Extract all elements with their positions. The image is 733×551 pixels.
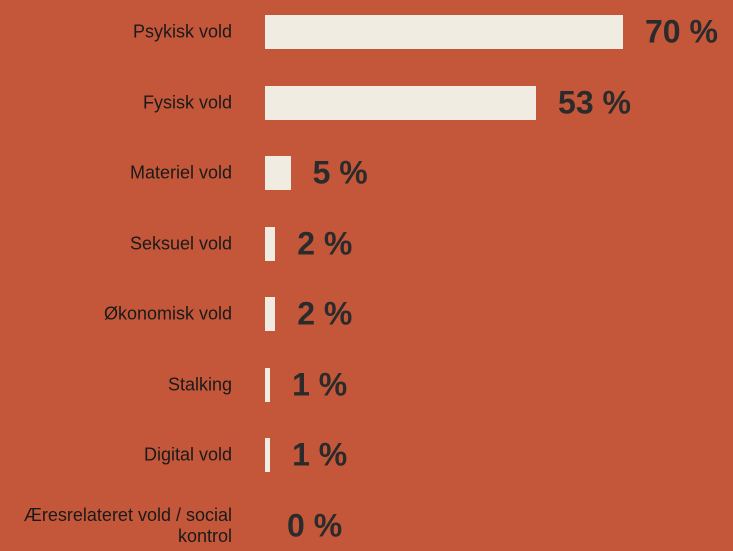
value-label: 5 % [312, 154, 368, 191]
value-label: 70 % [645, 13, 718, 50]
value-label: 2 % [297, 295, 353, 332]
bar [265, 226, 276, 261]
value-label: 1 % [292, 436, 348, 473]
category-label: Æresrelateret vold / social kontrol [23, 504, 232, 546]
bar [265, 156, 291, 190]
category-label: Stalking [167, 374, 232, 394]
value-label: 53 % [558, 84, 631, 120]
bar [265, 367, 271, 402]
category-label: Økonomisk vold [103, 303, 232, 324]
category-label: Fysisk vold [142, 92, 232, 112]
category-label: Digital vold [143, 444, 232, 465]
value-label: 2 % [297, 225, 353, 261]
category-label: Seksuel vold [129, 233, 232, 253]
bar [265, 85, 537, 120]
bar [265, 438, 271, 472]
bar [265, 297, 276, 331]
value-label: 1 % [292, 366, 348, 402]
bar [265, 15, 623, 49]
value-label: 0 % [287, 507, 343, 543]
category-label: Materiel vold [129, 162, 232, 183]
category-label: Psykisk vold [132, 21, 232, 42]
